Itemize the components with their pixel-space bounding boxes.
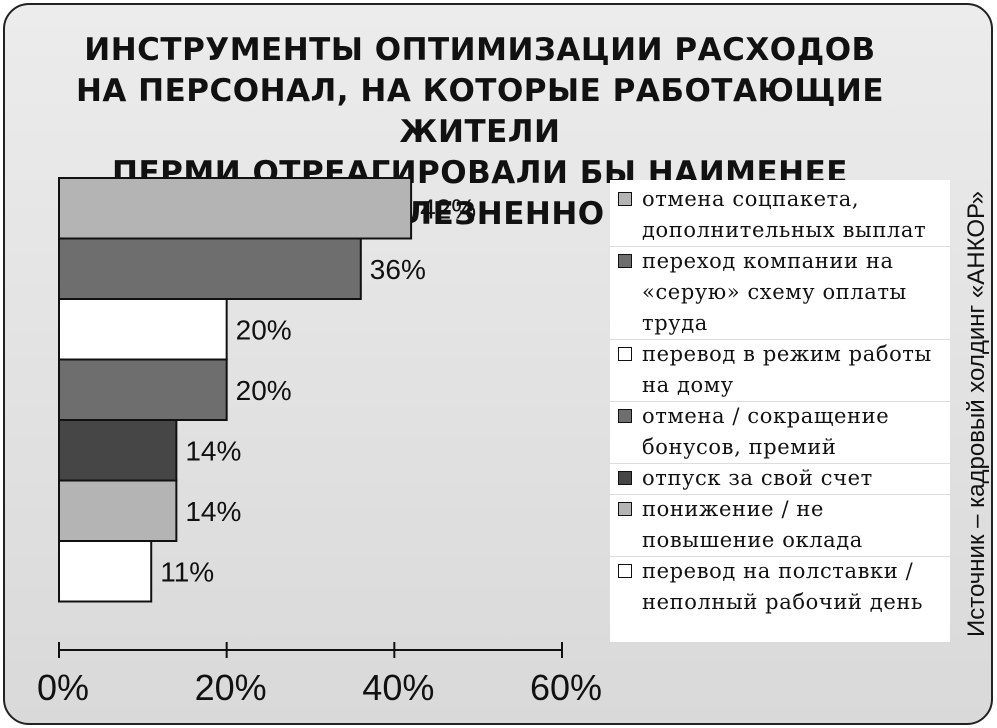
legend-swatch-5 [618, 471, 632, 485]
legend-label-1-line-2: дополнительных выплат [642, 218, 927, 242]
legend-label-2-line-1: переход компании на [642, 249, 894, 273]
bar-1 [58, 177, 413, 240]
legend-item-4: отмена / сокращение бонусов, премий [610, 401, 950, 463]
legend-label-2-line-3: труда [642, 311, 708, 335]
legend-label-4-line-1: отмена / сокращение [642, 404, 890, 428]
bar-value-label-3: 20% [236, 314, 292, 345]
bar-3 [58, 298, 228, 361]
legend-label-6-line-1: понижение / не [642, 497, 825, 521]
legend-separator-5 [610, 494, 950, 495]
bar-value-label-2: 36% [370, 254, 426, 285]
bar-7 [58, 540, 153, 603]
legend-separator-4 [610, 463, 950, 464]
bar-value-label-7: 11% [160, 556, 214, 587]
bar-value-label-6: 14% [185, 496, 241, 527]
legend-label-3-line-2: на дому [642, 373, 734, 397]
x-tick-label-1: 0% [37, 667, 89, 708]
x-tick-label-4: 60% [530, 667, 602, 708]
legend-item-7: перевод на полставки / неполный рабочий д… [610, 556, 950, 618]
x-tick-label-3: 40% [362, 667, 434, 708]
legend-swatch-6 [618, 502, 632, 516]
legend-label-4-line-2: бонусов, премий [642, 435, 837, 459]
bar-value-label-4: 20% [236, 375, 292, 406]
legend-swatch-2 [618, 254, 632, 268]
legend-separator-6 [610, 556, 950, 557]
legend-item-6: понижение / не повышение оклада [610, 494, 950, 556]
legend-item-3: перевод в режим работы на дому [610, 339, 950, 401]
legend-swatch-7 [618, 564, 632, 578]
chart-title: ИНСТРУМЕНТЫ ОПТИМИЗАЦИИ РАСХОДОВ НА ПЕРС… [40, 30, 920, 235]
legend-item-5: отпуск за свой счет [610, 463, 950, 494]
legend-label-2-line-2: «серую» схему оплаты [642, 280, 907, 304]
bar-6 [58, 479, 178, 542]
legend-label-6-line-2: повышение оклада [642, 528, 863, 552]
legend-separator-2 [610, 339, 950, 340]
legend-label-5-line-1: отпуск за свой счет [642, 466, 873, 490]
legend-label-7-line-2: неполный рабочий день [642, 590, 923, 614]
bar-5 [58, 419, 178, 482]
legend-label-3-line-1: перевод в режим работы [642, 342, 932, 366]
legend-item-2: переход компании на «серую» схему оплаты т… [610, 246, 950, 339]
legend-item-1: отмена соцпакета, дополнительных выплат [610, 184, 950, 246]
legend-label-7-line-1: перевод на полставки / [642, 559, 914, 583]
chart-legend: отмена соцпакета, дополнительных выплат пе… [610, 180, 950, 642]
chart-title-line-2: НА ПЕРСОНАЛ, НА КОТОРЫЕ РАБОТАЮЩИЕ ЖИТЕЛ… [75, 73, 885, 150]
chart-title-line-1: ИНСТРУМЕНТЫ ОПТИМИЗАЦИИ РАСХОДОВ [84, 32, 876, 68]
bar-2 [58, 237, 362, 300]
legend-label-1-line-1: отмена соцпакета, [642, 187, 860, 211]
legend-swatch-4 [618, 409, 632, 423]
bar-4 [58, 358, 228, 421]
legend-swatch-1 [618, 192, 632, 206]
x-tick-label-2: 20% [195, 667, 267, 708]
bar-value-label-5: 14% [185, 435, 241, 466]
bar-value-label-1: 42% [420, 193, 476, 224]
legend-swatch-3 [618, 347, 632, 361]
source-note: Источник – кадровый холдинг «АНКОР» [963, 190, 990, 638]
legend-separator-1 [610, 246, 950, 247]
legend-separator-3 [610, 401, 950, 402]
